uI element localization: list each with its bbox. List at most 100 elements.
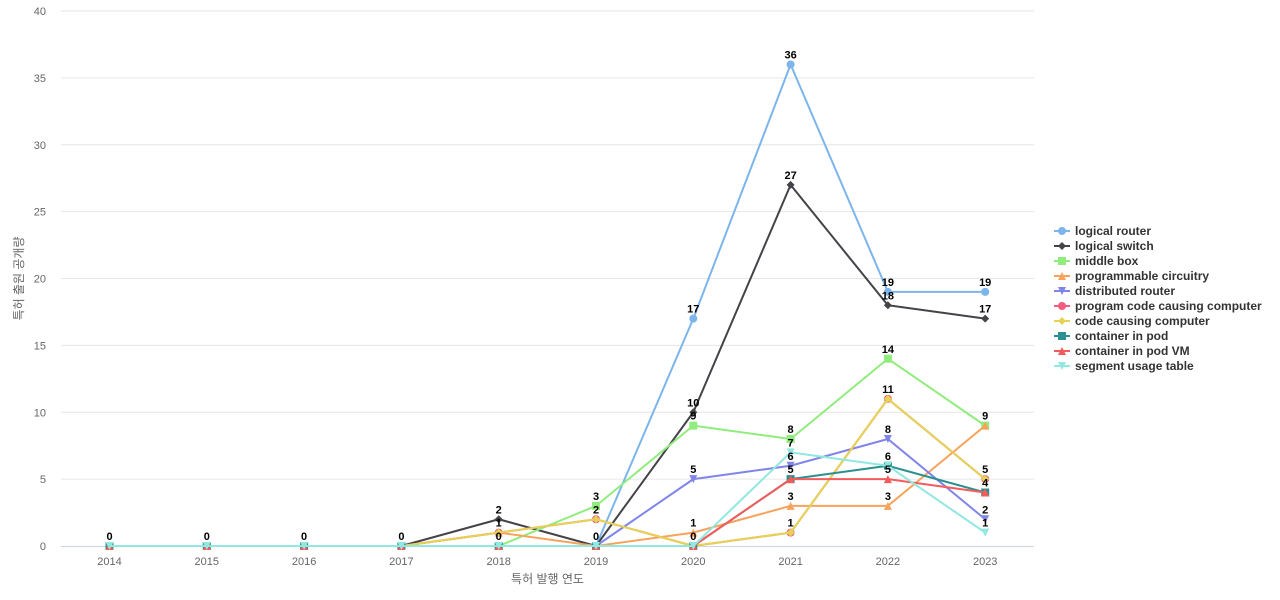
legend-label: program code causing computer <box>1075 299 1262 313</box>
data-label: 1 <box>496 518 502 530</box>
x-tick-label: 2020 <box>681 556 705 568</box>
data-label: 2 <box>593 504 599 516</box>
data-point <box>494 542 503 550</box>
series-1 <box>105 180 990 550</box>
y-tick-label: 10 <box>34 407 46 419</box>
legend-label: container in pod VM <box>1075 344 1190 358</box>
y-tick-label: 40 <box>34 6 46 18</box>
data-label: 2 <box>982 504 988 516</box>
data-label: 11 <box>882 384 894 396</box>
legend-label: segment usage table <box>1075 359 1194 373</box>
data-point <box>981 287 990 296</box>
data-point <box>981 528 990 537</box>
x-tick-label: 2023 <box>973 556 997 568</box>
x-tick-label: 2022 <box>876 556 900 568</box>
data-point <box>592 515 600 524</box>
legend-item[interactable]: container in pod <box>1054 329 1168 343</box>
legend-item[interactable]: program code causing computer <box>1054 299 1262 313</box>
data-label: 5 <box>885 464 891 476</box>
x-axis-title: 특허 발행 연도 <box>511 571 584 586</box>
data-label: 10 <box>687 397 699 409</box>
data-point <box>981 314 990 323</box>
data-label: 8 <box>788 424 794 436</box>
data-label: 5 <box>982 464 988 476</box>
legend-label: container in pod <box>1075 329 1168 343</box>
data-label: 0 <box>398 531 404 543</box>
data-point <box>981 421 990 430</box>
data-label: 0 <box>204 531 210 543</box>
data-point <box>786 60 795 69</box>
gridlines <box>61 10 1034 480</box>
data-point <box>981 488 990 497</box>
data-point <box>689 475 698 484</box>
data-label: 3 <box>788 491 794 503</box>
series-line <box>109 478 986 547</box>
legend-marker <box>1058 332 1066 340</box>
legend-item[interactable]: middle box <box>1054 254 1139 268</box>
series-line <box>109 397 986 547</box>
series-6 <box>105 394 990 550</box>
x-tick-label: 2015 <box>195 556 219 568</box>
y-tick-label: 20 <box>34 274 46 286</box>
data-label: 0 <box>301 531 307 543</box>
data-point <box>786 180 795 189</box>
y-axis-title: 특허 출원 공개량 <box>12 237 26 321</box>
data-label: 1 <box>788 518 794 530</box>
data-label: 3 <box>885 491 891 503</box>
y-tick-label: 35 <box>34 73 46 85</box>
data-label: 6 <box>788 451 794 463</box>
series-line <box>109 63 986 547</box>
data-point <box>883 394 892 403</box>
legend-marker <box>1058 347 1066 355</box>
legend-item[interactable]: distributed router <box>1054 284 1175 298</box>
y-tick-label: 30 <box>34 140 46 152</box>
legend-item[interactable]: segment usage table <box>1054 359 1194 373</box>
data-point <box>883 354 892 363</box>
y-axis-ticks: 0 5 10 15 20 25 30 35 40 <box>34 6 46 553</box>
data-point <box>494 528 503 537</box>
data-label: 18 <box>882 290 894 302</box>
series-line <box>109 438 986 547</box>
data-point <box>689 542 698 550</box>
data-label: 2 <box>496 504 502 516</box>
legend-marker <box>1058 362 1066 370</box>
data-label: 9 <box>982 411 988 423</box>
legend-item[interactable]: logical router <box>1054 224 1151 238</box>
legend-item[interactable]: container in pod VM <box>1054 344 1190 358</box>
series-2 <box>105 354 990 550</box>
data-labels: 0 0 0 0210320171095103627876531191814118653… <box>106 50 991 544</box>
legend-marker <box>1058 227 1066 235</box>
data-label: 27 <box>784 170 796 182</box>
legend-marker <box>1058 257 1066 265</box>
legend-label: programmable circuitry <box>1075 269 1209 283</box>
data-label: 17 <box>687 304 699 316</box>
data-point <box>786 475 795 484</box>
series-line <box>109 397 986 547</box>
data-point <box>786 528 795 537</box>
data-label: 5 <box>788 464 794 476</box>
legend-item[interactable]: code causing computer <box>1054 314 1210 328</box>
series-line <box>109 424 986 547</box>
series-line <box>109 451 986 547</box>
data-label: 1 <box>690 518 696 530</box>
data-point <box>786 501 795 510</box>
data-label: 3 <box>593 491 599 503</box>
legend-item[interactable]: programmable circuitry <box>1054 269 1209 283</box>
data-point <box>786 435 795 443</box>
y-tick-label: 0 <box>40 541 46 553</box>
legend-item[interactable]: logical switch <box>1054 239 1154 253</box>
data-point <box>397 542 406 550</box>
legend-marker <box>1058 287 1066 295</box>
y-tick-label: 5 <box>40 474 46 486</box>
x-tick-label: 2019 <box>584 556 608 568</box>
legend-marker <box>1058 242 1066 250</box>
data-point <box>981 515 990 524</box>
data-point <box>786 448 795 457</box>
x-axis-ticks: 2014 2015 2016 2017 2018 2019 2020 2021 2022 2023 <box>97 556 997 568</box>
data-label: 0 <box>593 531 599 543</box>
data-label: 0 <box>106 531 112 543</box>
data-point <box>883 501 892 510</box>
data-point <box>883 435 892 443</box>
data-point <box>592 542 600 550</box>
data-label: 0 <box>690 531 696 543</box>
